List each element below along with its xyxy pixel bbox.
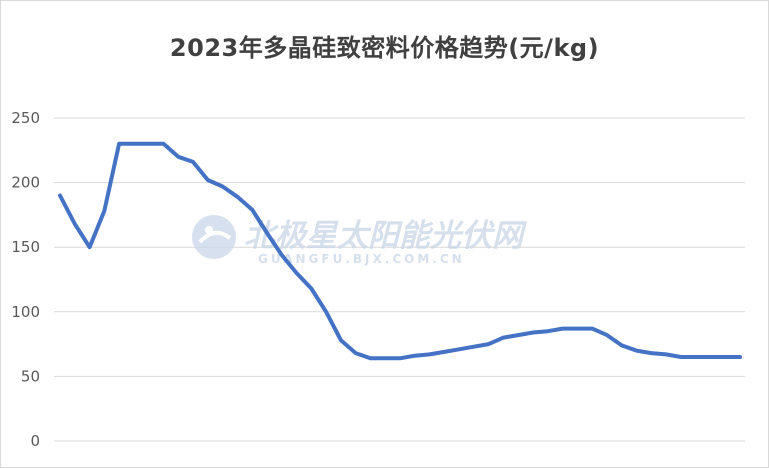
y-tick-label-150: 150 (11, 238, 40, 256)
watermark-text: 北极星太阳能光伏网 (244, 218, 528, 254)
y-tick-label-0: 0 (30, 432, 40, 450)
y-tick-label-100: 100 (11, 303, 40, 321)
y-tick-label-250: 250 (11, 109, 40, 127)
y-tick-label-50: 50 (21, 367, 40, 385)
series-line-0 (58, 141, 742, 361)
chart-title: 2023年多晶硅致密料价格趋势(元/kg) (169, 34, 600, 62)
watermark-logo-icon (192, 215, 236, 259)
watermark-subtext: GUANGFU.BJX.COM.CN (258, 252, 465, 266)
y-tick-label-200: 200 (11, 174, 40, 192)
watermark: 北极星太阳能光伏网 GUANGFU.BJX.COM.CN (192, 215, 528, 266)
series-group (58, 141, 742, 361)
y-axis-tick-labels: 0 50 100 150 200 250 (11, 109, 40, 450)
gridlines (54, 117, 745, 442)
